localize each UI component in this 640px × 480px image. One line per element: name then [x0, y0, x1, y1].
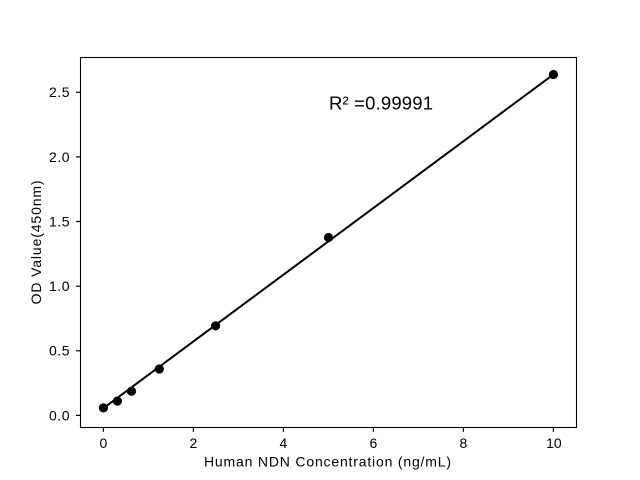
svg-text:1.5: 1.5: [49, 213, 70, 229]
svg-text:Human NDN Concentration (ng/mL: Human NDN Concentration (ng/mL): [204, 454, 451, 470]
svg-text:2.5: 2.5: [49, 84, 70, 100]
svg-text:OD Value(450nm): OD Value(450nm): [28, 180, 44, 304]
svg-text:0.5: 0.5: [49, 343, 70, 359]
svg-text:1.0: 1.0: [49, 278, 70, 294]
svg-text:0: 0: [100, 435, 108, 451]
svg-text:0.0: 0.0: [49, 407, 70, 423]
svg-text:6: 6: [370, 435, 378, 451]
svg-text:4: 4: [280, 435, 288, 451]
svg-text:2.0: 2.0: [49, 149, 70, 165]
svg-text:2: 2: [190, 435, 198, 451]
svg-text:R² =0.99991: R² =0.99991: [329, 93, 433, 114]
svg-text:10: 10: [546, 435, 562, 451]
svg-text:8: 8: [460, 435, 468, 451]
